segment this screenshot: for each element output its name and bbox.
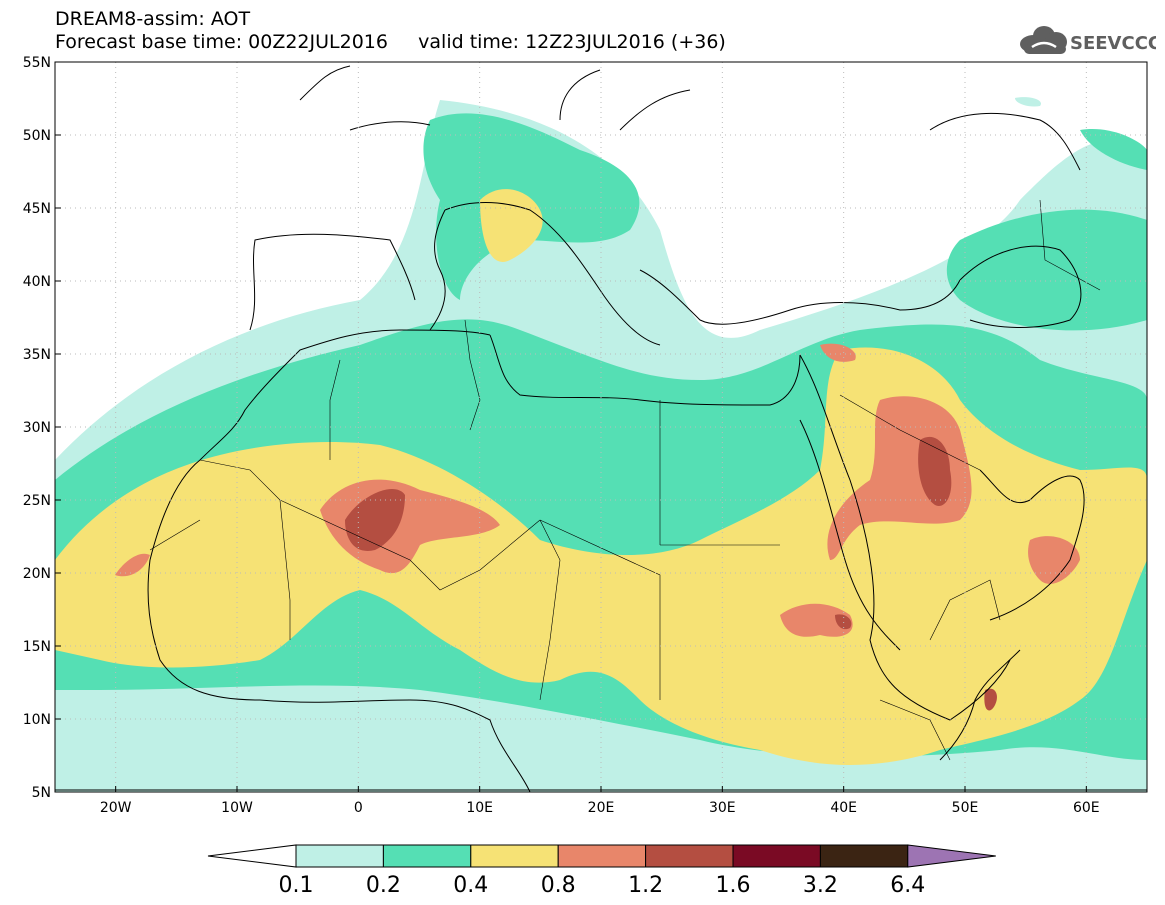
colorbar-label: 0.4	[453, 873, 488, 898]
lon-label: 60E	[1073, 800, 1100, 816]
aot-level-0.4	[55, 189, 1147, 765]
seevccc-logo: SEEVCCC	[1020, 26, 1156, 54]
forecast-time-line: Forecast base time: 00Z22JUL2016 valid t…	[55, 31, 726, 53]
colorbar-label: 1.6	[716, 873, 751, 898]
lon-label: 40E	[830, 800, 857, 816]
lat-label: 55N	[23, 55, 51, 71]
colorbar-swatch	[645, 844, 734, 868]
lat-label: 35N	[23, 347, 51, 363]
map-title: DREAM8-assim: AOT	[55, 8, 251, 30]
lon-label: 20W	[100, 800, 132, 816]
aot-fields	[55, 97, 1147, 792]
colorbar-label: 1.2	[628, 873, 663, 898]
colorbar-label: 0.1	[279, 873, 314, 898]
logo-text: SEEVCCC	[1070, 33, 1156, 54]
lon-label: 10W	[221, 800, 253, 816]
colorbar-swatch	[819, 844, 909, 868]
latitude-labels: 55N 50N 45N 40N 35N 30N 25N 20N 15N 10N 5N	[23, 55, 61, 801]
lon-label: 20E	[588, 800, 615, 816]
lon-label: 30E	[709, 800, 736, 816]
lat-label: 40N	[23, 274, 51, 290]
colorbar-low-arrow	[207, 844, 297, 868]
lat-label: 30N	[23, 420, 51, 436]
grid-lines	[55, 62, 1147, 792]
longitude-labels: 20W 10W 0 10E 20E 30E 40E 50E 60E	[100, 786, 1100, 816]
colorbar-swatch	[470, 844, 559, 868]
colorbar-swatch	[382, 844, 472, 868]
colorbar-label: 6.4	[890, 873, 925, 898]
lat-label: 45N	[23, 201, 51, 217]
colorbar-high-arrow	[907, 844, 996, 868]
political-borders	[149, 199, 1101, 761]
colorbar: 0.1 0.2 0.4 0.8 1.2 1.6 3.2 6.4	[207, 844, 996, 898]
lon-label: 10E	[466, 800, 493, 816]
lat-label: 5N	[32, 785, 51, 801]
lat-label: 50N	[23, 128, 51, 144]
colorbar-label: 0.2	[366, 873, 401, 898]
lat-label: 15N	[23, 639, 51, 655]
lon-label: 50E	[952, 800, 979, 816]
lat-label: 10N	[23, 712, 51, 728]
colorbar-swatch	[557, 844, 647, 868]
cloud-icon	[1020, 26, 1067, 54]
colorbar-swatch	[732, 844, 821, 868]
aot-level-1.2	[345, 436, 997, 711]
lat-label: 20N	[23, 566, 51, 582]
colorbar-swatch	[295, 844, 384, 868]
colorbar-label: 0.8	[541, 873, 576, 898]
lon-label: 0	[354, 800, 363, 816]
colorbar-label: 3.2	[803, 873, 838, 898]
lat-label: 25N	[23, 493, 51, 509]
